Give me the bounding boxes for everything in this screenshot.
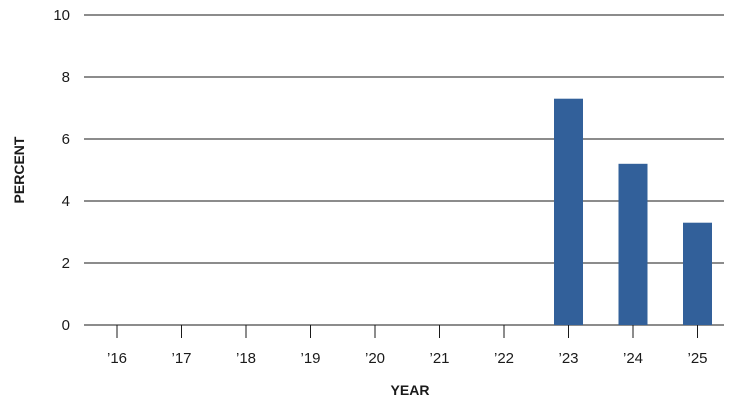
bar-8 xyxy=(618,163,648,325)
y-axis-title: PERCENT xyxy=(11,136,27,203)
x-tick-label: ’18 xyxy=(236,350,256,367)
y-tick-label: 2 xyxy=(62,255,70,272)
grid-lines xyxy=(84,14,724,326)
bar-9 xyxy=(683,222,712,325)
x-tick-labels: ’16 ’17 ’18 ’19 ’20 ’21 ’22 ’23 ’24 ’25 xyxy=(107,350,708,367)
bar-7 xyxy=(554,98,583,325)
y-tick-label: 4 xyxy=(62,193,70,210)
y-tick-label: 8 xyxy=(62,69,70,86)
y-tick-label: 0 xyxy=(62,317,70,334)
y-tick-labels: 0 2 4 6 8 10 xyxy=(53,7,70,334)
x-tick-label: ’22 xyxy=(494,350,514,367)
bars xyxy=(554,98,712,325)
y-tick-label: 10 xyxy=(53,7,70,24)
x-tick-label: ’16 xyxy=(107,350,127,367)
x-tick-label: ’20 xyxy=(365,350,385,367)
x-tick-label: ’17 xyxy=(171,350,191,367)
x-axis-title: YEAR xyxy=(391,382,430,398)
x-tick-label: ’21 xyxy=(429,350,449,367)
x-tick-label: ’24 xyxy=(623,350,643,367)
x-ticks xyxy=(116,325,698,338)
x-tick-label: ’25 xyxy=(687,350,707,367)
x-tick-label: ’23 xyxy=(558,350,578,367)
y-tick-label: 6 xyxy=(62,131,70,148)
x-tick-label: ’19 xyxy=(300,350,320,367)
